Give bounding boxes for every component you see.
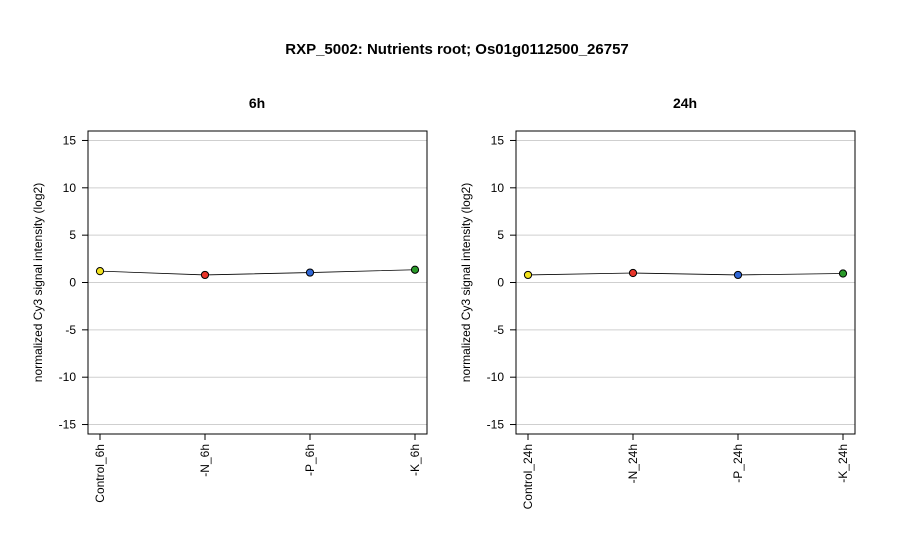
y-tick-label: -10 xyxy=(487,370,505,384)
y-tick-label: -15 xyxy=(487,418,505,432)
data-point xyxy=(200,270,210,280)
data-point xyxy=(628,268,638,278)
data-point xyxy=(95,267,105,276)
chart-title: RXP_5002: Nutrients root; Os01g0112500_2… xyxy=(285,41,629,58)
data-point xyxy=(410,265,420,274)
y-axis-label: normalized Cy3 signal intensity (log2) xyxy=(31,183,45,382)
y-tick-label: -5 xyxy=(493,323,504,337)
y-tick-label: 0 xyxy=(497,276,504,290)
y-tick-label: 5 xyxy=(69,228,76,242)
y-tick-label: -15 xyxy=(59,418,77,432)
x-tick-label: Control_6h xyxy=(93,444,107,503)
x-tick-label: -N_6h xyxy=(198,444,212,477)
series-line xyxy=(527,272,844,276)
x-tick-label: -K_6h xyxy=(408,444,422,476)
y-tick-label: 10 xyxy=(491,181,505,195)
y-tick-label: 10 xyxy=(63,181,77,195)
x-tick-label: Control_24h xyxy=(521,444,535,509)
data-point xyxy=(305,268,315,277)
y-tick-label: 0 xyxy=(69,276,76,290)
data-point xyxy=(838,269,848,278)
y-tick-label: 5 xyxy=(497,228,504,242)
y-tick-label: -10 xyxy=(59,370,77,384)
y-tick-label: 15 xyxy=(63,133,77,147)
panel-6h: 6h 15 10 5 0 -5 -10 -15 normalized Cy3 signal i… xyxy=(31,95,428,503)
x-tick-label: -N_24h xyxy=(626,444,640,483)
y-axis-label: normalized Cy3 signal intensity (log2) xyxy=(459,183,473,382)
data-point xyxy=(523,270,533,280)
data-point xyxy=(733,270,743,280)
x-tick-label: -P_6h xyxy=(303,444,317,476)
panel-title: 24h xyxy=(673,95,697,111)
x-tick-label: -K_24h xyxy=(836,444,850,483)
x-tick-label: -P_24h xyxy=(731,444,745,483)
y-tick-label: -5 xyxy=(65,323,76,337)
panel-title: 6h xyxy=(249,95,265,111)
panel-24h: 24h 15 10 5 0 -5 -10 -15 normalized Cy3 signal … xyxy=(459,95,856,509)
y-tick-label: 15 xyxy=(491,133,505,147)
series-line xyxy=(99,269,416,276)
